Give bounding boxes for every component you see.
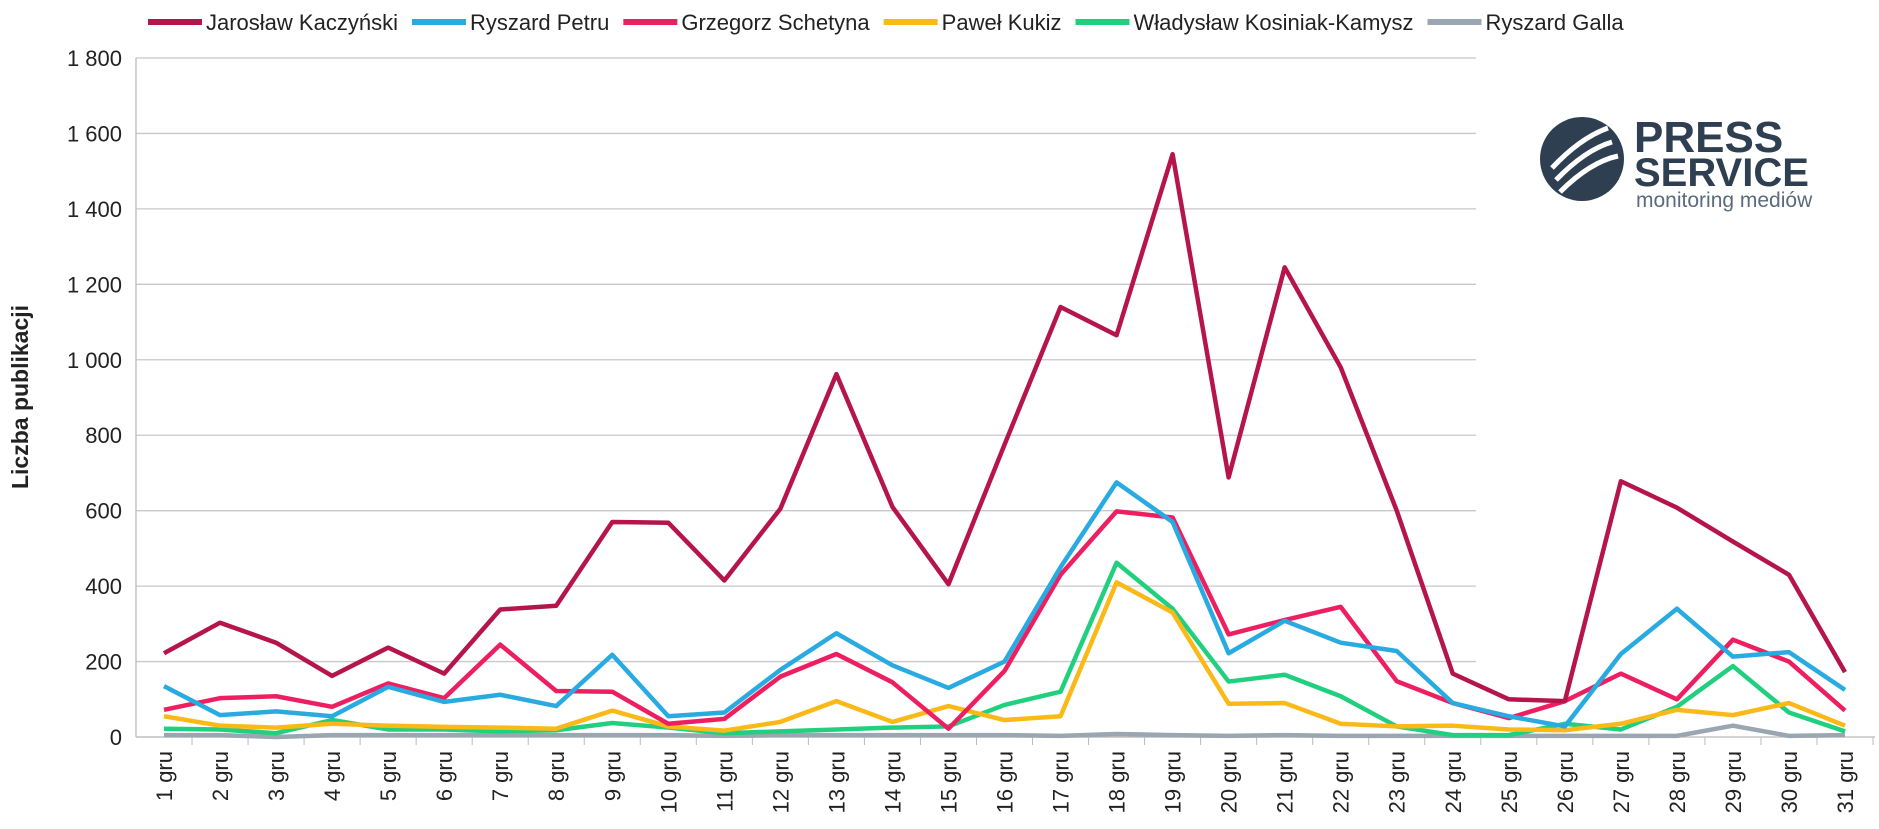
y-tick-label: 1 200: [67, 272, 122, 297]
x-tick-label: 21 gru: [1273, 751, 1298, 813]
y-tick-label: 1 600: [67, 121, 122, 146]
x-tick-label: 3 gru: [264, 751, 289, 801]
x-tick-label: 6 gru: [432, 751, 457, 801]
x-tick-label: 1 gru: [152, 751, 177, 801]
legend-label: Paweł Kukiz: [942, 10, 1062, 35]
y-axis-label: Liczba publikacji: [7, 305, 33, 489]
x-tick-label: 15 gru: [936, 751, 961, 813]
y-tick-label: 1 800: [67, 46, 122, 71]
legend-label: Władysław Kosiniak-Kamysz: [1134, 10, 1414, 35]
x-tick-label: 31 gru: [1833, 751, 1858, 813]
y-tick-label: 1 000: [67, 348, 122, 373]
legend-label: Jarosław Kaczyński: [206, 10, 398, 35]
x-tick-label: 7 gru: [488, 751, 513, 801]
x-tick-label: 23 gru: [1385, 751, 1410, 813]
x-tick-label: 30 gru: [1777, 751, 1802, 813]
x-tick-label: 19 gru: [1161, 751, 1186, 813]
y-tick-label: 600: [85, 499, 122, 524]
series-line: [162, 480, 1847, 729]
y-tick-label: 400: [85, 574, 122, 599]
logo-text: PRESS: [1634, 113, 1783, 162]
legend-label: Ryszard Petru: [470, 10, 609, 35]
series-line: [162, 151, 1847, 704]
x-tick-label: 10 gru: [656, 751, 681, 813]
logo: PRESS SERVICE monitoring mediów: [1540, 113, 1813, 212]
plot: 0 200 400 600 800 1 000 1 200 1 400 1 600 1 800 1 …: [67, 46, 1875, 813]
series-line: [163, 580, 1846, 733]
x-tick-label: 16 gru: [993, 751, 1018, 813]
legend-label: Grzegorz Schetyna: [681, 10, 870, 35]
x-tick-label: 12 gru: [768, 751, 793, 813]
x-tick-label: 29 gru: [1721, 751, 1746, 813]
y-tick-label: 200: [85, 650, 122, 675]
x-tick-label: 5 gru: [376, 751, 401, 801]
x-tick-label: 2 gru: [208, 751, 233, 801]
x-tick-label: 20 gru: [1217, 751, 1242, 813]
x-tick-label: 18 gru: [1105, 751, 1130, 813]
logo-subtext: monitoring mediów: [1636, 189, 1813, 212]
x-tick-label: 4 gru: [320, 751, 345, 801]
y-tick-label: 1 400: [67, 197, 122, 222]
x-tick-label: 14 gru: [880, 751, 905, 813]
x-tick-label: 28 gru: [1665, 751, 1690, 813]
x-tick-label: 26 gru: [1553, 751, 1578, 813]
x-tick-label: 17 gru: [1049, 751, 1074, 813]
series-line: [164, 723, 1846, 740]
x-tick-label: 22 gru: [1329, 751, 1354, 813]
legend-label: Ryszard Galla: [1485, 10, 1624, 35]
x-tick-label: 9 gru: [600, 751, 625, 801]
y-tick-label: 0: [110, 725, 122, 750]
logo-text: SERVICE: [1634, 151, 1809, 195]
x-tick-label: 8 gru: [544, 751, 569, 801]
y-tick-label: 800: [85, 423, 122, 448]
x-tick-label: 11 gru: [712, 751, 737, 812]
x-tick-label: 13 gru: [824, 751, 849, 813]
x-tick-label: 25 gru: [1497, 751, 1522, 813]
x-tick-label: 27 gru: [1609, 751, 1634, 813]
x-tick-label: 24 gru: [1441, 751, 1466, 813]
legend: Jarosław Kaczyński Ryszard Petru Grzegorz …: [148, 10, 1624, 35]
logo-swoosh: [1550, 125, 1619, 194]
